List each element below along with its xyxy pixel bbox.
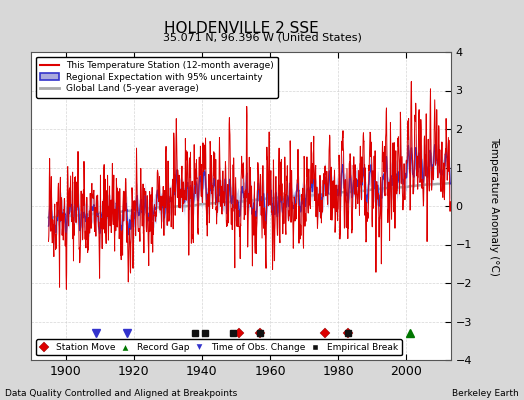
Text: Berkeley Earth: Berkeley Earth [452, 389, 519, 398]
Y-axis label: Temperature Anomaly (°C): Temperature Anomaly (°C) [489, 136, 499, 276]
Text: Data Quality Controlled and Aligned at Breakpoints: Data Quality Controlled and Aligned at B… [5, 389, 237, 398]
Text: 35.071 N, 96.396 W (United States): 35.071 N, 96.396 W (United States) [162, 32, 362, 42]
Legend: Station Move, Record Gap, Time of Obs. Change, Empirical Break: Station Move, Record Gap, Time of Obs. C… [36, 339, 402, 356]
Title: HOLDENVILLE 2 SSE: HOLDENVILLE 2 SSE [163, 20, 319, 36]
